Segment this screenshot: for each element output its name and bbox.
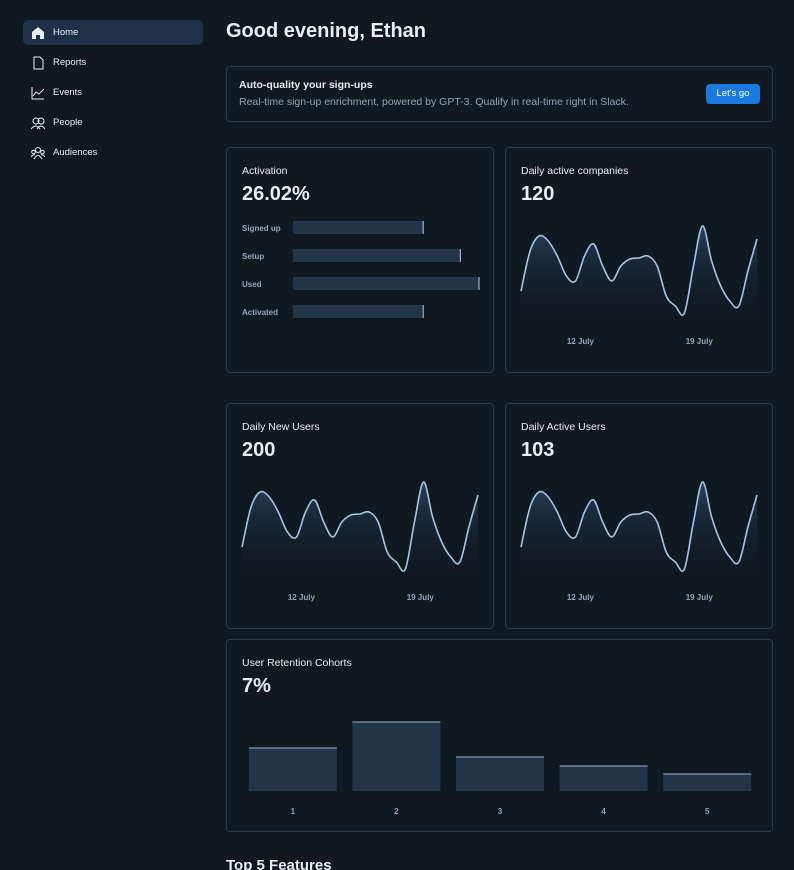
bar [293,249,461,262]
button[interactable]: Let's go [706,84,760,104]
card-title: Daily active companies [521,165,629,177]
bar-label: Signed up [242,224,281,233]
bar [248,748,337,791]
icon [31,146,45,159]
chart: Signed up Setup Used Activated [242,221,480,318]
x-tick-label: 19 July [686,593,714,602]
icon [31,117,45,129]
card: 12 July 19 July Daily New Users 200 [226,403,494,629]
card-title: User Retention Cohorts [242,657,352,669]
nav-item[interactable]: Events [23,80,203,105]
line [520,225,758,316]
nav-label: Home [53,27,79,38]
card-title: Activation [242,165,288,177]
chart: 12 July 19 July [520,481,758,602]
area [521,225,757,326]
card-value: 200 [242,439,276,461]
bar [456,757,544,791]
bar-label: Setup [242,252,264,261]
card-title: Daily Active Users [521,421,606,433]
chart: 1 2 3 4 5 [248,721,752,816]
card: Signed up Setup Used Activated Activation 26.… [226,147,494,373]
bar [352,722,441,791]
nav-label: Events [53,87,83,98]
section-title: Top 5 Features [226,857,332,870]
x-tick-label: 3 [498,807,503,816]
x-tick-label: 19 July [686,337,714,346]
x-tick-label: 12 July [288,593,316,602]
card: 12 July 19 July Daily active companies 120 [505,147,773,373]
card-value: 7% [242,675,271,697]
banner: Auto-quality your sign-ups Real-time sig… [226,66,773,122]
x-tick-label: 1 [291,807,296,816]
area [242,481,478,582]
banner-title: Auto-quality your sign-ups [239,79,373,91]
bar [293,221,424,234]
card-value: 120 [521,183,555,205]
chart: 12 July 19 July [241,481,479,602]
page-title: Good evening, Ethan [226,20,427,42]
icon [32,26,44,39]
nav-item[interactable]: Audiences [23,140,203,165]
nav-item[interactable]: People [23,110,203,135]
bar [293,305,424,318]
bar [663,774,752,791]
nav-item[interactable]: Reports [23,50,203,75]
banner-text: Real-time sign-up enrichment, powered by… [239,96,629,108]
card: 12 July 19 July Daily Active Users 103 [505,403,773,629]
icon [33,56,44,69]
x-tick-label: 5 [705,807,710,816]
chart: 12 July 19 July [520,225,758,346]
line [241,481,479,572]
card-value: 103 [521,439,555,461]
x-tick-label: 12 July [567,337,595,346]
bar-label: Used [242,280,262,289]
icon [31,86,45,99]
nav-item[interactable]: Home [23,20,203,45]
x-tick-label: 19 July [407,593,435,602]
nav-label: Reports [53,57,87,68]
card-title: Daily New Users [242,421,320,433]
card: 1 2 3 4 5 User Retention Cohorts 7% [226,639,773,832]
x-tick-label: 2 [394,807,399,816]
bar [559,766,648,791]
bar-label: Activated [242,308,278,317]
x-tick-label: 12 July [567,593,595,602]
line [520,481,758,572]
area [521,481,757,582]
nav-label: Audiences [53,147,98,158]
card-value: 26.02% [242,183,310,205]
x-tick-label: 4 [601,807,606,816]
bar [293,277,479,290]
nav-label: People [53,117,83,128]
